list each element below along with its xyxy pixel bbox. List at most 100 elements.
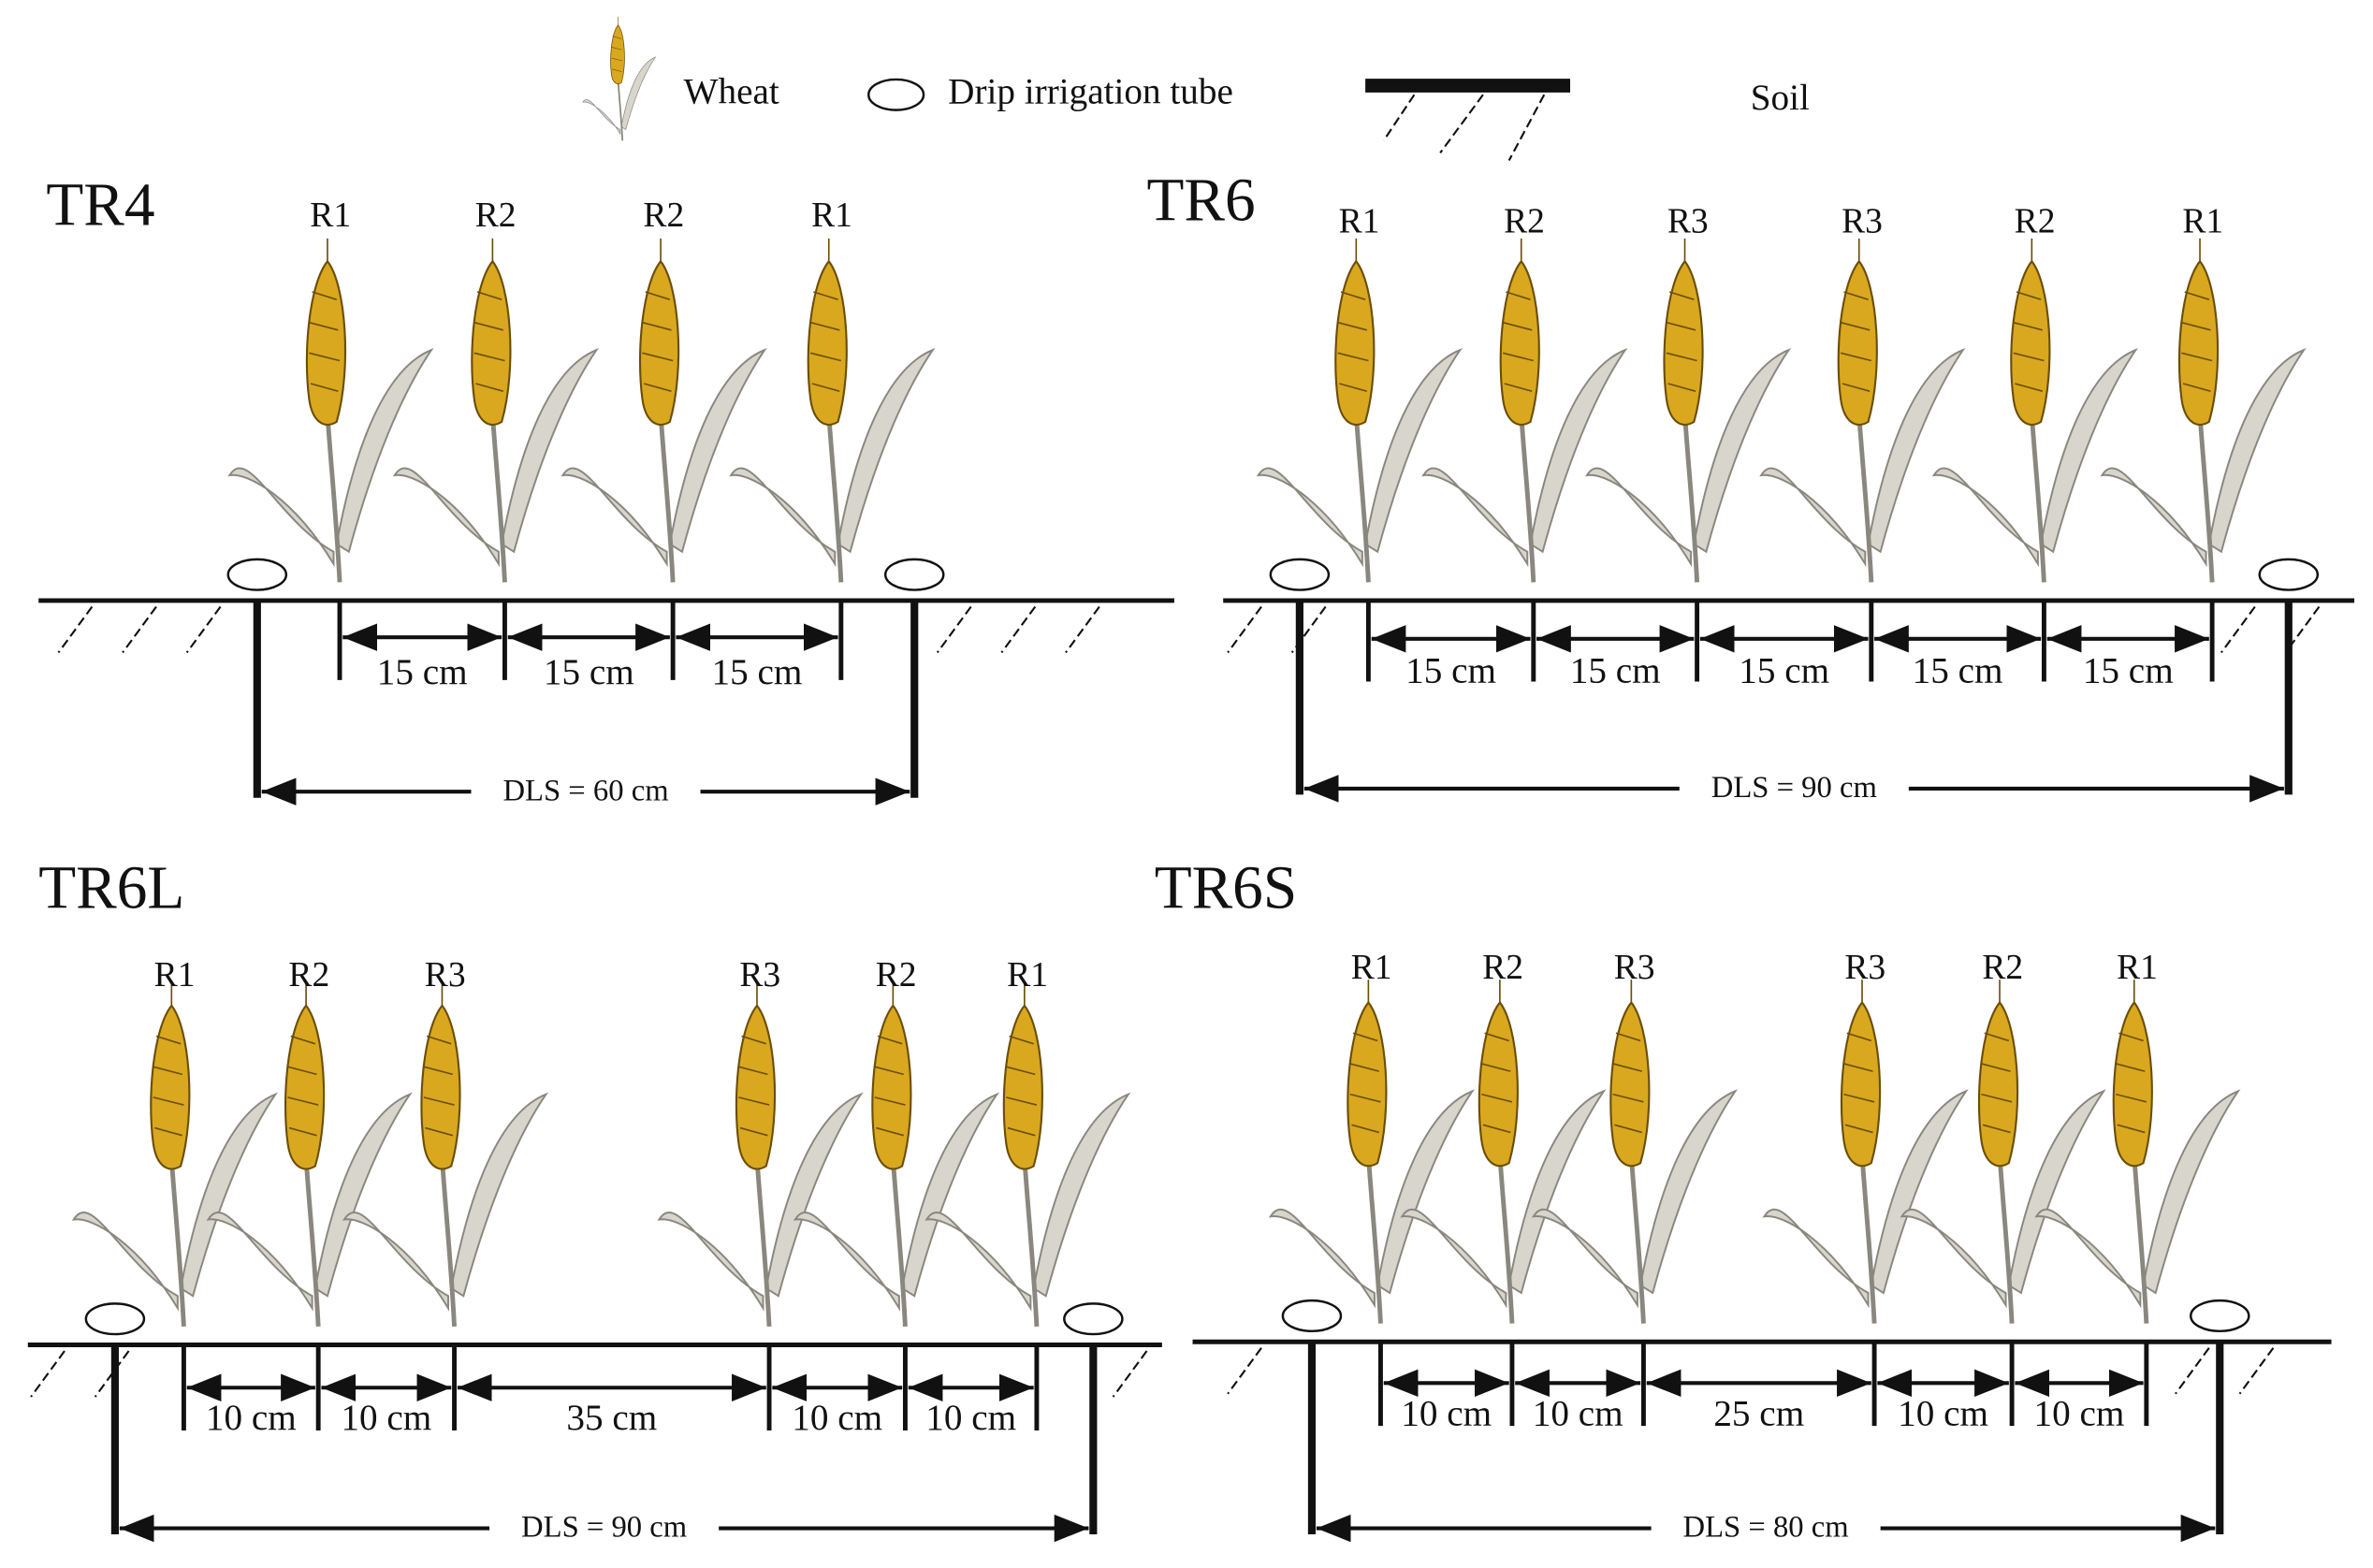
legend-soil-hatch [1382, 94, 1546, 162]
row-label: R3 [1614, 949, 1655, 987]
soil-hatch [2175, 1347, 2210, 1395]
soil-hatch [57, 605, 94, 654]
spacing-label: 15 cm [1405, 650, 1496, 690]
wheat-plant [659, 982, 861, 1327]
soil-hatch [1227, 1347, 1262, 1395]
row-label: R2 [288, 956, 329, 995]
dls-label-bg [1679, 770, 1909, 807]
legend-tube-icon [867, 78, 925, 111]
dls-label-bg [1651, 1509, 1881, 1547]
wheat-plant [1423, 239, 1625, 583]
spacing-label: 15 cm [377, 652, 468, 692]
panel-title: TR6 [1147, 167, 1256, 235]
legend-wheat-icon [582, 16, 657, 142]
row-label: R1 [2182, 203, 2223, 241]
spacing-label: 10 cm [206, 1398, 297, 1438]
wheat-plant [74, 982, 276, 1327]
wheat-plant [563, 239, 765, 583]
legend-wheat: Wheat [684, 71, 779, 111]
drip-tube [1063, 1302, 1124, 1336]
panel-title: TR4 [46, 171, 154, 239]
spacing-label: 10 cm [341, 1398, 431, 1438]
spacing-label: 10 cm [2034, 1393, 2125, 1433]
spacing-label: 15 cm [1739, 650, 1829, 690]
row-label: R3 [1844, 949, 1885, 987]
row-label: R1 [1351, 949, 1392, 987]
soil-hatch [1112, 1350, 1148, 1398]
panel: TR6L R1 R2 R3 R3 R2 R1 10 cm 10 cm 35 cm 10 cm 10 c… [27, 855, 1162, 1547]
wheat-plant [1761, 239, 1963, 583]
drip-tube [883, 558, 945, 591]
spacing-label: 10 cm [1533, 1393, 1623, 1433]
spacing-label: 10 cm [1401, 1393, 1492, 1433]
row-label: R2 [643, 196, 684, 235]
row-label: R2 [475, 196, 517, 235]
spacing-label: 15 cm [1913, 650, 2003, 690]
dls-label: DLS = 80 cm [1683, 1511, 1849, 1545]
wheat-plant [395, 239, 597, 583]
wheat-plant [1764, 980, 1966, 1324]
wheat-plant [229, 239, 431, 583]
panel-title: TR6S [1155, 855, 1297, 922]
row-label: R1 [2117, 949, 2158, 987]
spacing-label: 10 cm [1898, 1393, 1988, 1433]
row-label: R2 [2015, 203, 2056, 241]
drip-tube [84, 1302, 146, 1336]
row-label: R2 [1482, 949, 1523, 987]
panel: TR6 R1 R2 R3 R3 R2 R1 15 cm 15 cm 15 cm 15 cm 15 cm… [1147, 167, 2355, 807]
panel: TR4 R1 R2 R2 R1 15 cm 15 cm 15 cm DLS = 60 cm [38, 171, 1174, 810]
row-label: R2 [1504, 203, 1545, 241]
spacing-label: 15 cm [1570, 650, 1661, 690]
row-label: R2 [1982, 949, 2023, 987]
row-label: R1 [1339, 203, 1380, 241]
spacing-label: 35 cm [566, 1398, 657, 1438]
row-label: R3 [425, 956, 466, 995]
spacing-label: 15 cm [2083, 650, 2174, 690]
drip-tube [226, 558, 288, 591]
soil-hatch [1000, 605, 1037, 654]
row-label: R1 [154, 956, 196, 995]
wheat-plant [1259, 239, 1461, 583]
spacing-label: 15 cm [712, 652, 803, 692]
row-label: R3 [739, 956, 780, 995]
drip-tube [1281, 1299, 1343, 1333]
soil-hatch [1065, 605, 1100, 654]
spacing-label: 10 cm [792, 1398, 882, 1438]
soil-hatch [2220, 605, 2256, 654]
wheat-plant [1271, 980, 1473, 1324]
legend-soil: Soil [1751, 78, 1810, 118]
row-label: R3 [1667, 203, 1709, 241]
row-label: R1 [310, 196, 351, 235]
soil-hatch [185, 605, 222, 654]
legend-tube: Drip irrigation tube [948, 71, 1233, 111]
wheat-plant [2102, 239, 2304, 583]
dls-label: DLS = 90 cm [1711, 771, 1877, 805]
row-label: R3 [1842, 203, 1883, 241]
wheat-plant [731, 239, 933, 583]
legend: Wheat Drip irrigation tube Soil [582, 16, 1810, 162]
soil-hatch [2238, 1347, 2275, 1395]
soil-hatch [936, 605, 972, 654]
soil-hatch [30, 1350, 66, 1398]
panel-title: TR6L [38, 855, 184, 922]
row-label: R2 [876, 956, 917, 995]
row-label: R1 [1007, 956, 1048, 995]
dls-label: DLS = 90 cm [521, 1511, 687, 1545]
drip-tube [2190, 1299, 2250, 1333]
spacing-label: 25 cm [1713, 1393, 1804, 1433]
dls-label-bg [489, 1509, 720, 1547]
dls-label: DLS = 60 cm [502, 774, 668, 807]
soil-hatch [122, 605, 157, 654]
dls-label-bg [471, 773, 701, 810]
spacing-label: 15 cm [544, 652, 634, 692]
drip-tube [1269, 558, 1331, 591]
drip-tube [2258, 558, 2320, 591]
row-label: R1 [811, 196, 852, 235]
wheat-plant [1934, 239, 2136, 583]
spacing-label: 10 cm [925, 1398, 1016, 1438]
wheat-plant [1587, 239, 1789, 583]
soil-hatch [1227, 605, 1262, 654]
panel: TR6S R1 R2 R3 R3 R2 R1 10 cm 10 cm 25 cm 10 cm 10 c… [1155, 855, 2332, 1547]
